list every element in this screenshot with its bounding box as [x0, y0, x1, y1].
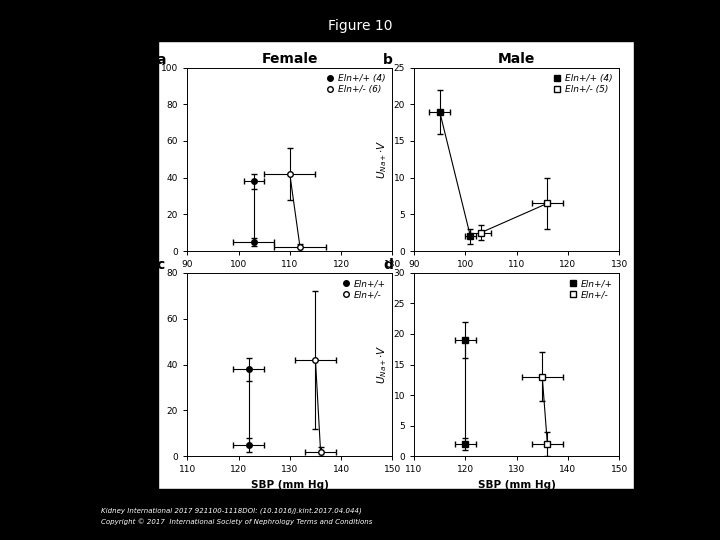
Eln+/+: [245, 366, 253, 373]
X-axis label: SBP (mm Hg): SBP (mm Hg): [251, 480, 329, 490]
Legend: Eln+/+ (4), Eln+/- (6): Eln+/+ (4), Eln+/- (6): [323, 72, 388, 96]
Text: c: c: [156, 258, 165, 272]
Eln+/-: [316, 448, 325, 455]
Line: Eln+/+: Eln+/+: [246, 366, 251, 448]
Eln+/+ (4): [250, 178, 258, 185]
Y-axis label: $U_{Na+}{\cdot}V$: $U_{Na+}{\cdot}V$: [143, 139, 157, 179]
Text: b: b: [383, 53, 393, 67]
Eln+/-: [311, 356, 320, 363]
Line: Eln+/+ (4): Eln+/+ (4): [437, 109, 473, 239]
Eln+/-: [538, 374, 546, 380]
Title: Male: Male: [498, 52, 535, 66]
Eln+/-: [543, 441, 552, 447]
Line: Eln+/- (6): Eln+/- (6): [287, 171, 303, 250]
Y-axis label: $U_{Na+}{\cdot}V$: $U_{Na+}{\cdot}V$: [376, 345, 390, 384]
Line: Eln+/+ (4): Eln+/+ (4): [251, 179, 256, 245]
Line: Eln+/- (5): Eln+/- (5): [478, 200, 550, 235]
Legend: Eln+/+, Eln+/-: Eln+/+, Eln+/-: [565, 277, 615, 301]
Eln+/+ (4): [436, 109, 444, 115]
X-axis label: SBP (mm Hg): SBP (mm Hg): [251, 275, 329, 285]
Legend: Eln+/+ (4), Eln+/- (5): Eln+/+ (4), Eln+/- (5): [550, 72, 615, 96]
Line: Eln+/+: Eln+/+: [462, 338, 468, 447]
Eln+/- (5): [477, 230, 485, 236]
Eln+/+: [461, 337, 469, 343]
Legend: Eln+/+, Eln+/-: Eln+/+, Eln+/-: [338, 277, 388, 301]
Eln+/+: [245, 442, 253, 448]
X-axis label: SBP (mm Hg): SBP (mm Hg): [477, 480, 556, 490]
Text: Kidney International 2017 921100-1118DOI: (10.1016/j.kint.2017.04.044): Kidney International 2017 921100-1118DOI…: [101, 508, 361, 514]
Eln+/- (5): [543, 200, 552, 207]
Line: Eln+/-: Eln+/-: [539, 374, 550, 447]
Line: Eln+/-: Eln+/-: [312, 357, 323, 455]
Eln+/- (6): [285, 171, 294, 177]
Title: Female: Female: [261, 52, 318, 66]
Eln+/- (6): [296, 244, 305, 251]
X-axis label: SBP (mm Hg): SBP (mm Hg): [477, 275, 556, 285]
Text: Figure 10: Figure 10: [328, 19, 392, 33]
Eln+/+: [461, 441, 469, 447]
Text: a: a: [156, 53, 166, 67]
Y-axis label: $U_{Na+}{\cdot}V$: $U_{Na+}{\cdot}V$: [149, 345, 163, 384]
Eln+/+ (4): [250, 239, 258, 245]
Text: d: d: [383, 258, 393, 272]
Y-axis label: $U_{Na+}{\cdot}V$: $U_{Na+}{\cdot}V$: [376, 139, 390, 179]
Text: Copyright © 2017  International Society of Nephrology Terms and Conditions: Copyright © 2017 International Society o…: [101, 518, 372, 525]
Eln+/+ (4): [466, 233, 474, 240]
